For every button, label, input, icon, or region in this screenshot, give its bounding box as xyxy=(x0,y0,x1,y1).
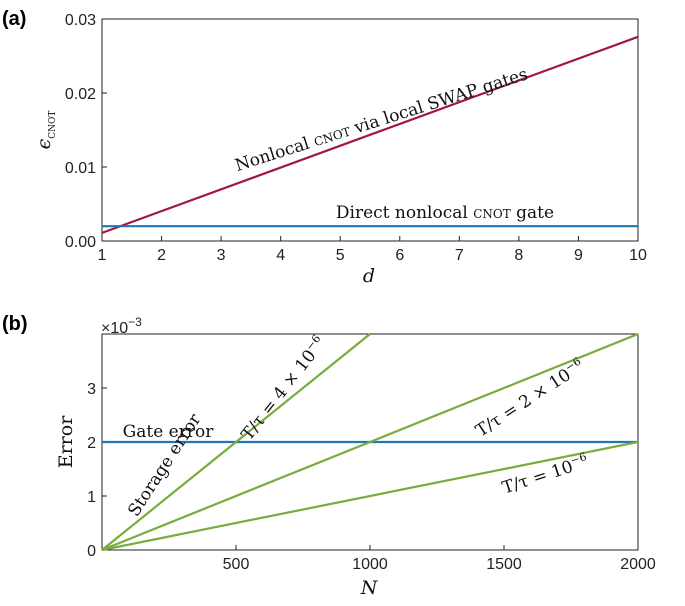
panel-b-label: (b) xyxy=(2,313,28,335)
x-tick-label: 500 xyxy=(223,556,250,573)
series-line-3 xyxy=(101,440,639,552)
panel-b-x-axis-label: N xyxy=(360,577,379,599)
svg-text:ϵCNOT: ϵCNOT xyxy=(33,111,58,150)
x-tick-label: 1 xyxy=(98,247,107,264)
series-line-2 xyxy=(101,332,639,552)
y-tick-label: 2 xyxy=(87,435,96,452)
panel-a-x-axis-label: d xyxy=(363,265,375,287)
x-tick-label: 7 xyxy=(455,247,464,264)
x-tick-label: 10 xyxy=(629,247,647,264)
series-line-0 xyxy=(101,35,639,234)
panel-a-series xyxy=(101,35,639,234)
panel-a-frame xyxy=(101,18,639,242)
series-label-direct: Direct nonlocal cnot gate xyxy=(336,203,554,223)
y-tick-label: 0.03 xyxy=(65,12,96,29)
panel-a: (a) 1 2 3 4 5 6 7 8 9 10 0.00 0.01 0.02 0.03 d ϵCNOT… xyxy=(2,8,647,287)
panel-b-series xyxy=(101,332,639,552)
gate-error-label: Gate error xyxy=(123,422,215,442)
panel-a-y-axis-label-sub: CNOT xyxy=(48,111,58,139)
x-tick-label: 1000 xyxy=(352,556,388,573)
y-tick-label: 0.00 xyxy=(65,234,96,251)
x-tick-label: 3 xyxy=(217,247,226,264)
panel-b-y-ticks: 0 1 2 3 xyxy=(87,381,107,560)
series-label-1e-6: T/τ = 10−6 xyxy=(499,450,591,499)
panel-a-y-ticks: 0.00 0.01 0.02 0.03 xyxy=(65,12,107,251)
panel-a-y-axis-label-main: ϵ xyxy=(33,138,55,149)
series-label-4e-6: T/τ = 4 × 10−6 xyxy=(236,332,330,444)
panel-a-y-axis-label: ϵCNOT xyxy=(33,111,58,150)
series-label-swap: Nonlocal cnot via local SWAP gates xyxy=(233,64,531,176)
series-line-1 xyxy=(101,333,371,551)
panel-b-x-ticks: 500 1000 1500 2000 xyxy=(223,545,656,573)
panel-a-x-ticks: 1 2 3 4 5 6 7 8 9 10 xyxy=(98,236,647,264)
x-tick-label: 9 xyxy=(574,247,583,264)
y-tick-label: 3 xyxy=(87,381,96,398)
panel-b-y-axis-label: Error xyxy=(55,415,77,468)
panel-a-label: (a) xyxy=(2,8,26,30)
x-tick-label: 2 xyxy=(157,247,166,264)
y-tick-label: 0 xyxy=(87,543,96,560)
x-tick-label: 4 xyxy=(276,247,285,264)
x-tick-label: 6 xyxy=(395,247,404,264)
series-label-2e-6: T/τ = 2 × 10−6 xyxy=(471,355,588,442)
panel-b: (b) ×10−3 500 1000 1500 2000 0 1 2 3 N Error G… xyxy=(2,313,656,599)
y-tick-label: 0.01 xyxy=(65,160,96,177)
y-tick-label: 0.02 xyxy=(65,86,96,103)
panel-b-scale-factor: ×10−3 xyxy=(101,315,142,337)
x-tick-label: 5 xyxy=(336,247,345,264)
x-tick-label: 8 xyxy=(514,247,523,264)
x-tick-label: 1500 xyxy=(486,556,522,573)
x-tick-label: 2000 xyxy=(620,556,656,573)
y-tick-label: 1 xyxy=(87,489,96,506)
